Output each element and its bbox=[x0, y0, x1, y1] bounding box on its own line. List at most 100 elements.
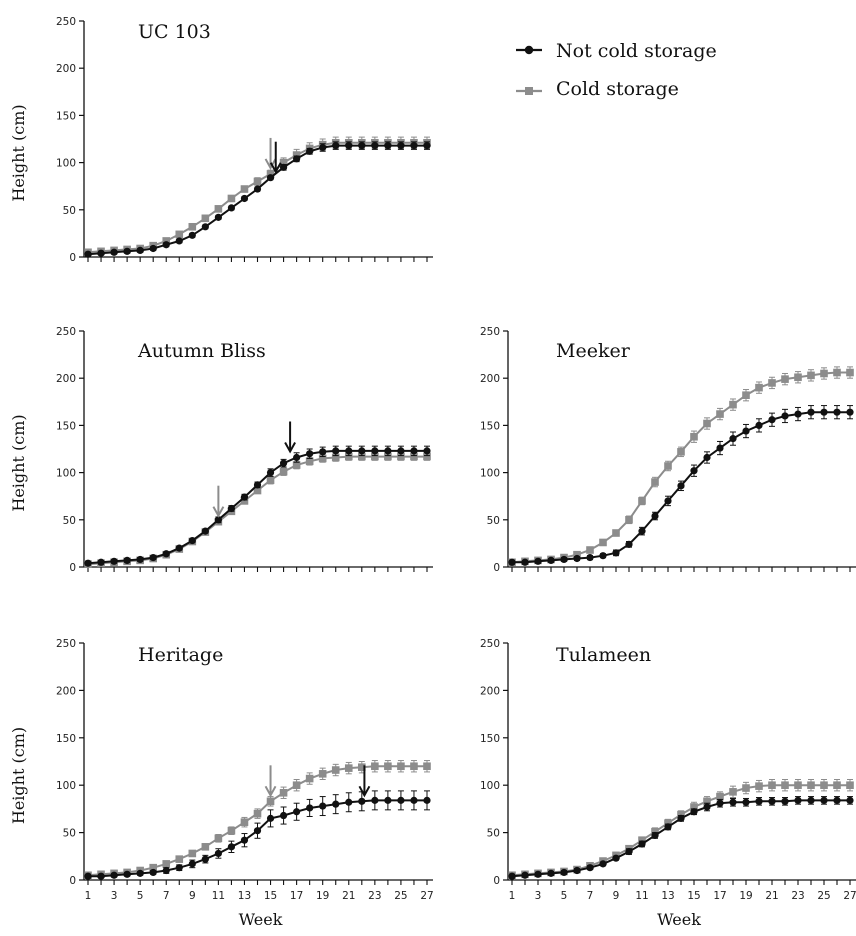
panel-uc-103-series-not-cold-storage-point bbox=[149, 244, 157, 253]
panel-tulameen-title: Tulameen bbox=[556, 644, 651, 666]
panel-tulameen-x-tick-label: 25 bbox=[817, 890, 830, 902]
panel-autumn-bliss-series-not-cold-storage-point bbox=[306, 450, 314, 458]
panel-tulameen-series-not-cold-storage-point bbox=[534, 870, 542, 878]
panel-meeker-series-cold-storage-point bbox=[612, 529, 620, 537]
panel-uc-103-series-cold-storage-point bbox=[162, 237, 171, 245]
panel-tulameen-x-tick-label: 15 bbox=[687, 890, 700, 902]
panel-heritage-series-not-cold-storage-point bbox=[345, 798, 353, 806]
panel-tulameen-x-tick-label: 3 bbox=[535, 890, 542, 902]
panel-uc-103-series-cold-storage-point bbox=[292, 151, 301, 159]
panel-autumn-bliss-series-cold-storage-point bbox=[371, 452, 379, 461]
panel-meeker-series-not-cold-storage-point bbox=[547, 556, 555, 564]
legend-marker-circle bbox=[524, 45, 534, 55]
panel-tulameen-series-cold-storage-point bbox=[846, 781, 854, 789]
panel-meeker-series-cold-storage-line bbox=[511, 371, 850, 564]
panel-meeker-series-cold-storage-point bbox=[742, 391, 750, 399]
panel-autumn-bliss-series-not-cold-storage-point bbox=[423, 447, 431, 455]
panel-meeker-series-cold-storage bbox=[508, 366, 854, 567]
panel-heritage-y-tick-label: 100 bbox=[56, 780, 76, 792]
panel-heritage-series-cold-storage bbox=[84, 760, 431, 880]
panel-heritage-series-cold-storage-point bbox=[188, 849, 197, 858]
panel-tulameen-y-tick-label: 100 bbox=[480, 780, 500, 792]
panel-meeker-y-tick-label: 50 bbox=[487, 515, 500, 527]
panel-tulameen-series-not-cold-storage-point bbox=[807, 796, 815, 804]
panel-heritage-x-tick-label: 5 bbox=[137, 890, 144, 902]
panel-heritage-x-tick-label: 13 bbox=[238, 890, 251, 902]
panel-autumn-bliss-series-not-cold-storage-point bbox=[227, 504, 236, 513]
panel-autumn-bliss-series-cold-storage-point bbox=[423, 452, 431, 461]
panel-tulameen-x-tick-label: 13 bbox=[661, 890, 674, 902]
panel-meeker-series-cold-storage-point bbox=[573, 550, 581, 559]
panel-tulameen-x-tick-label: 27 bbox=[843, 890, 856, 902]
panel-autumn-bliss-series-cold-storage-point bbox=[240, 497, 249, 505]
panel-autumn-bliss-arrow-cold-storage bbox=[212, 485, 225, 518]
panel-heritage-series-not-cold-storage-point bbox=[319, 802, 327, 810]
panel-tulameen-y-tick-label: 150 bbox=[480, 733, 500, 745]
panel-tulameen-x-tick-label: 1 bbox=[509, 890, 516, 902]
panel-meeker-series-not-cold-storage-point bbox=[664, 497, 672, 505]
panel-meeker-series-cold-storage-point bbox=[846, 368, 854, 377]
panel-meeker-series-not-cold-storage-point bbox=[612, 549, 620, 557]
panel-meeker-series-cold-storage-point bbox=[625, 516, 633, 524]
panel-tulameen-series-cold-storage-point bbox=[703, 797, 711, 806]
legend-marker-square bbox=[525, 87, 533, 95]
panel-meeker-title: Meeker bbox=[556, 340, 631, 362]
panel-autumn-bliss-series-cold-storage-point bbox=[266, 476, 275, 484]
panel-heritage-series-not-cold-storage-point bbox=[253, 827, 262, 835]
panel-meeker-series-not-cold-storage-point bbox=[573, 554, 581, 563]
panel-heritage-x-tick-label: 23 bbox=[368, 890, 381, 902]
panel-meeker-series-cold-storage-point bbox=[755, 383, 763, 392]
panel-heritage-x-tick-label: 19 bbox=[316, 890, 329, 902]
panel-heritage-series-not-cold-storage-point bbox=[306, 804, 314, 812]
panel-heritage-y-tick-label: 0 bbox=[69, 875, 76, 887]
panel-tulameen-series-cold-storage-point bbox=[664, 819, 672, 827]
panel-meeker-series-cold-storage-point bbox=[677, 448, 685, 456]
panel-autumn-bliss-arrow-head bbox=[284, 442, 296, 454]
panel-uc-103-series-not-cold-storage-line bbox=[87, 144, 427, 256]
panel-autumn-bliss-series-not-cold-storage bbox=[84, 445, 431, 567]
panel-tulameen-y-tick-label: 0 bbox=[493, 875, 500, 887]
panel-uc-103-series-not-cold-storage-point bbox=[84, 250, 92, 258]
panel-autumn-bliss-y-axis-title: Height (cm) bbox=[9, 414, 28, 511]
panel-tulameen-series-not-cold-storage-point bbox=[573, 866, 581, 875]
panel-autumn-bliss-series-not-cold-storage-point bbox=[136, 555, 144, 564]
panel-heritage-series-cold-storage-point bbox=[240, 818, 249, 826]
panel-uc-103-series-not-cold-storage-point bbox=[319, 143, 327, 152]
panel-meeker-series-cold-storage-point bbox=[716, 410, 724, 418]
panel-autumn-bliss-series-cold-storage-point bbox=[279, 467, 288, 476]
panel-uc-103-series-not-cold-storage-point bbox=[110, 248, 118, 256]
panel-autumn-bliss-series-not-cold-storage-point bbox=[149, 553, 157, 562]
panel-heritage-series-not-cold-storage-point bbox=[358, 797, 366, 805]
panel-autumn-bliss-series-not-cold-storage-point bbox=[240, 493, 249, 501]
panel-meeker-series-not-cold-storage-point bbox=[690, 467, 698, 475]
panel-meeker-y-tick-label: 200 bbox=[480, 373, 500, 385]
panel-tulameen-series-not-cold-storage-point bbox=[729, 798, 737, 806]
panel-heritage-x-tick-label: 3 bbox=[111, 890, 118, 902]
panel-heritage-series-cold-storage-point bbox=[279, 788, 288, 797]
panel-tulameen-series-not-cold-storage-point bbox=[846, 796, 854, 804]
panel-meeker-series-not-cold-storage-point bbox=[820, 408, 828, 416]
panel-autumn-bliss-series-cold-storage-point bbox=[318, 454, 327, 463]
panel-uc-103-series-not-cold-storage-point bbox=[136, 246, 144, 254]
panel-tulameen-series-not-cold-storage-point bbox=[547, 869, 555, 877]
panel-autumn-bliss-series-cold-storage-line bbox=[87, 455, 427, 566]
panel-heritage-series-not-cold-storage-point bbox=[149, 868, 157, 877]
panel-tulameen-x-tick-label: 9 bbox=[613, 890, 620, 902]
panel-meeker-series-not-cold-storage-point bbox=[833, 408, 841, 416]
panel-tulameen-series-cold-storage-point bbox=[651, 827, 659, 836]
panel-tulameen-series-not-cold-storage-point bbox=[599, 860, 607, 868]
panel-heritage-series-cold-storage-point bbox=[253, 809, 262, 818]
panel-heritage-arrow-not-cold-storage bbox=[358, 765, 371, 798]
panel-heritage-y-tick-label: 50 bbox=[63, 828, 76, 840]
panel-uc-103-series-not-cold-storage-point bbox=[214, 213, 222, 221]
panel-uc-103-arrow-head bbox=[269, 162, 282, 174]
panel-uc-103-series-not-cold-storage-point bbox=[306, 147, 314, 155]
panel-autumn-bliss-series-not-cold-storage-point bbox=[279, 459, 288, 467]
panel-tulameen-series-not-cold-storage-point bbox=[677, 814, 685, 822]
panel-tulameen-series-cold-storage-point bbox=[833, 781, 841, 789]
panel-meeker-series-not-cold-storage-point bbox=[781, 412, 789, 420]
panel-tulameen-series-not-cold-storage-point bbox=[521, 871, 529, 879]
panel-heritage-series-cold-storage-point bbox=[384, 762, 392, 771]
panel-autumn-bliss-series-cold-storage-point bbox=[358, 452, 366, 461]
